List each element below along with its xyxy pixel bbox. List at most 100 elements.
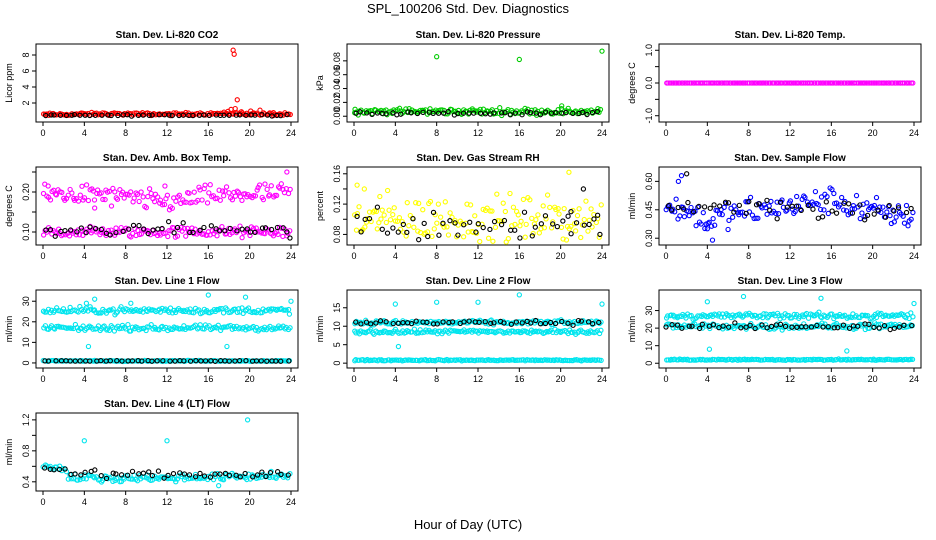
data-point [675, 178, 682, 185]
data-point [173, 198, 179, 204]
x-tick-label: 20 [868, 374, 878, 384]
data-point [91, 307, 98, 313]
data-point [414, 110, 421, 117]
data-point [53, 323, 60, 330]
data-point [824, 193, 830, 200]
data-point [404, 200, 410, 206]
x-tick-label: 4 [705, 251, 710, 261]
data-point [275, 184, 282, 190]
data-point [420, 207, 426, 213]
data-point [461, 319, 467, 325]
data-point [98, 226, 104, 233]
data-point [786, 80, 792, 86]
data-point [794, 193, 800, 200]
y-tick-label: 0.12 [332, 195, 342, 213]
data-point [574, 212, 581, 219]
data-point [560, 236, 566, 242]
panel-title: Stan. Dev. Line 3 Flow [738, 276, 843, 287]
data-point [473, 229, 479, 235]
data-point [513, 319, 520, 325]
x-tick-label: 0 [40, 374, 45, 384]
data-point [501, 320, 507, 326]
data-point [689, 323, 695, 329]
data-point [190, 112, 196, 119]
data-point [782, 321, 789, 327]
data-point [364, 216, 371, 222]
data-point [361, 186, 367, 192]
data-point [99, 112, 105, 118]
data-point [864, 200, 870, 206]
data-point [392, 301, 398, 307]
data-point [491, 218, 498, 225]
data-point [512, 221, 518, 228]
data-point [98, 357, 104, 364]
x-tick-label: 0 [40, 251, 45, 261]
data-point [558, 224, 565, 231]
series-1 [40, 417, 293, 489]
data-point [519, 320, 525, 326]
data-point [565, 320, 571, 326]
data-point [830, 357, 836, 363]
data-point [691, 357, 697, 363]
data-point [673, 80, 680, 86]
data-point [528, 320, 534, 326]
data-point [767, 207, 773, 213]
data-point [404, 229, 410, 236]
x-tick-label: 20 [245, 128, 255, 138]
data-point [81, 195, 88, 201]
data-point [197, 322, 203, 328]
x-tick-label: 16 [514, 128, 524, 138]
data-point [421, 220, 427, 227]
data-point [900, 213, 906, 219]
data-point [491, 110, 497, 116]
data-point [75, 198, 82, 204]
data-point [705, 220, 711, 227]
data-point [47, 197, 54, 203]
data-point [696, 203, 702, 210]
data-point [217, 112, 223, 118]
data-point [219, 188, 226, 194]
data-point [787, 198, 794, 204]
data-point [910, 314, 916, 320]
data-point [222, 228, 228, 234]
data-point [66, 233, 73, 239]
data-point [391, 205, 397, 211]
data-point [186, 472, 193, 478]
data-point [174, 233, 181, 239]
data-point [354, 182, 360, 188]
data-point [72, 358, 78, 364]
data-point [690, 209, 697, 215]
series-2 [42, 465, 291, 482]
data-point [381, 212, 387, 218]
data-point [368, 321, 374, 327]
data-point [532, 224, 538, 230]
series-1 [40, 47, 293, 119]
data-point [720, 323, 726, 329]
x-tick-label: 16 [826, 128, 836, 138]
data-point [237, 474, 243, 480]
data-point [379, 207, 385, 213]
data-point [285, 306, 292, 313]
data-point [65, 476, 71, 482]
data-point [684, 80, 691, 86]
data-point [287, 228, 293, 234]
y-tick-label: 0.4 [21, 476, 31, 489]
data-point [71, 111, 78, 118]
data-point [129, 468, 136, 474]
data-point [872, 80, 878, 86]
data-point [880, 204, 886, 210]
data-point [883, 80, 890, 86]
data-point [576, 206, 582, 212]
data-point [383, 319, 389, 325]
data-point [814, 322, 820, 329]
data-point [784, 207, 790, 213]
data-point [226, 472, 233, 478]
data-point [148, 321, 154, 328]
data-point [873, 314, 880, 321]
data-point [383, 111, 389, 117]
data-point [704, 226, 710, 232]
x-tick-label: 16 [826, 374, 836, 384]
data-point [447, 218, 453, 224]
data-point [911, 300, 917, 307]
data-point [792, 208, 798, 215]
